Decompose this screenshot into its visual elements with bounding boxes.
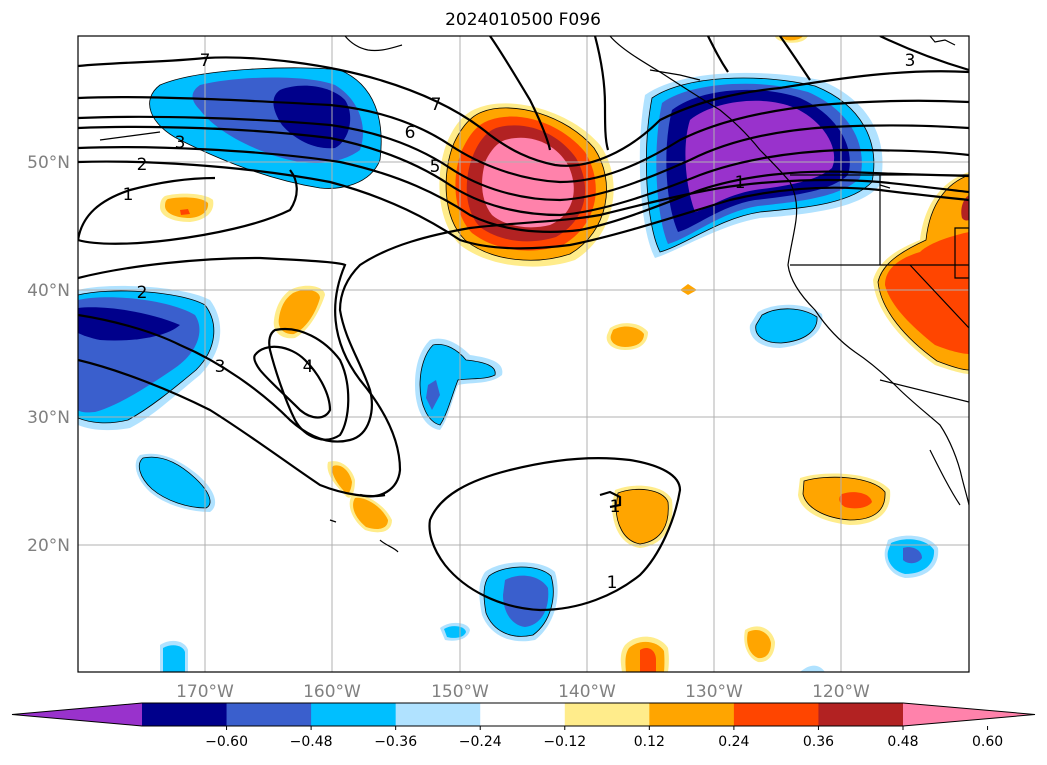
colorbar-segment (733, 703, 819, 726)
contour-label: 3 (215, 357, 226, 377)
colorbar-tick-label: −0.48 (290, 734, 333, 750)
colorbar-tick-label: 0.60 (972, 734, 1003, 750)
contour-label: 3 (905, 51, 916, 71)
colorbar-tick-label: 0.24 (718, 734, 749, 750)
colorbar-tick-label: −0.12 (543, 734, 586, 750)
map-plot-area: 7 7 6 5 3 2 1 2 3 4 1 1 1 3 (78, 36, 969, 672)
colorbar-extend-low (12, 703, 142, 726)
longitude-labels: 170°W 160°W 150°W 140°W 130°W 120°W (176, 682, 870, 702)
gridlines (78, 36, 969, 672)
colorbar: −0.60 −0.48 −0.36 −0.24 −0.12 0.12 0.24 0.36 0.4… (11, 702, 1036, 750)
colorbar-segment (564, 703, 650, 726)
colorbar-segment (818, 703, 904, 726)
contour-label: 1 (735, 173, 746, 193)
map-frame (77, 35, 970, 673)
height-contours (78, 36, 969, 612)
colorbar-segment (142, 703, 228, 726)
lon-label-150w: 150°W (431, 682, 489, 702)
contour-label: 6 (405, 123, 416, 143)
lon-label-130w: 130°W (685, 682, 743, 702)
coastlines (99, 36, 969, 553)
positive-anomaly-ridge (439, 103, 614, 267)
colorbar-tick-label: −0.36 (374, 734, 417, 750)
lon-label-160w: 160°W (303, 682, 361, 702)
latitude-labels: 50°N 40°N 30°N 20°N (27, 153, 70, 556)
contour-label: 2 (137, 155, 148, 175)
contour-label: 5 (430, 157, 441, 177)
contour-label: 1 (123, 185, 134, 205)
contour-label: 7 (431, 95, 442, 115)
colorbar-tick-label: 0.36 (803, 734, 834, 750)
colorbar-tick-label: −0.60 (205, 734, 248, 750)
lon-label-170w: 170°W (176, 682, 234, 702)
contour-labels: 7 7 6 5 3 2 1 2 3 4 1 1 1 3 (123, 51, 916, 593)
lat-label-50n: 50°N (27, 153, 70, 173)
lat-label-20n: 20°N (27, 536, 70, 556)
colorbar-segment (226, 703, 312, 726)
contour-label: 4 (303, 357, 314, 377)
anomaly-outlines (78, 67, 969, 637)
lat-label-40n: 40°N (27, 281, 70, 301)
figure-title: 2024010500 F096 (445, 10, 601, 30)
contour-label: 2 (137, 283, 148, 303)
colorbar-tick-label: −0.24 (459, 734, 502, 750)
contour-label: 3 (175, 133, 186, 153)
colorbar-outline (11, 702, 1036, 727)
colorbar-tick-label: 0.12 (634, 734, 665, 750)
lon-label-140w: 140°W (558, 682, 616, 702)
colorbar-segment (395, 703, 481, 726)
colorbar-tick-label: 0.48 (887, 734, 918, 750)
lat-label-30n: 30°N (27, 408, 70, 428)
colorbar-segment (480, 703, 566, 726)
contour-label: 1 (610, 497, 621, 517)
colorbar-segment (649, 703, 735, 726)
colorbar-extend-high (903, 703, 1035, 726)
contour-label: 1 (607, 573, 618, 593)
colorbar-segment (311, 703, 397, 726)
lon-label-120w: 120°W (812, 682, 870, 702)
contour-label: 7 (200, 51, 211, 71)
